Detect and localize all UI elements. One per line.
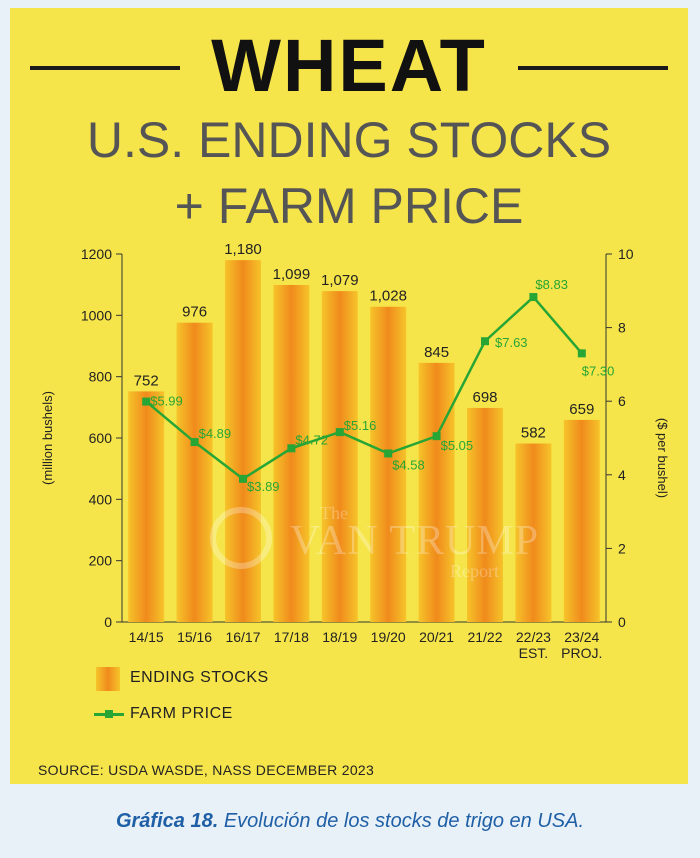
y-tick-label: 600 (89, 430, 113, 446)
bar (563, 419, 600, 622)
price-point (335, 428, 344, 437)
x-tick-label: 14/15 (129, 629, 164, 645)
chart-panel: WHEAT U.S. ENDING STOCKS + FARM PRICE 0 2… (10, 8, 688, 784)
legend-swatch-price (94, 710, 124, 718)
x-tick-label: PROJ. (561, 645, 602, 661)
bar-value-label: 752 (134, 372, 159, 389)
title-rule-right (518, 66, 668, 70)
price-value-label: $4.72 (295, 432, 328, 447)
price-point (142, 397, 151, 406)
price-value-label: $7.63 (495, 335, 528, 350)
x-tick-label: 21/22 (467, 629, 502, 645)
price-value-label: $4.58 (392, 457, 425, 472)
y-tick-label: 400 (89, 491, 113, 507)
price-point (239, 474, 247, 483)
legend-label-price: FARM PRICE (130, 705, 233, 722)
bar-value-label: 1,028 (369, 288, 407, 305)
y2-tick-label: 4 (618, 467, 626, 483)
price-line (145, 295, 583, 481)
watermark-name: VAN TRUMP (290, 518, 540, 564)
y-tick-label: 1200 (81, 246, 112, 262)
x-tick-label: 23/24 (564, 629, 599, 645)
price-point (529, 293, 538, 302)
bar (176, 322, 213, 622)
figure-caption: Gráfica 18. Evolución de los stocks de t… (0, 810, 700, 833)
x-tick-label: 22/23 (516, 629, 551, 645)
bar-value-label: 1,180 (224, 241, 262, 258)
price-value-label: $7.30 (582, 363, 615, 378)
bar (467, 407, 503, 622)
legend-swatch-stocks (96, 667, 120, 691)
bar (418, 362, 455, 622)
bar-value-label: 698 (472, 389, 497, 406)
x-tick-label: EST. (519, 645, 549, 661)
price-point (190, 438, 199, 447)
y-axis-title: (million bushels) (40, 391, 55, 485)
price-point (432, 432, 441, 441)
source-note: SOURCE: USDA WASDE, NASS DECEMBER 2023 (38, 762, 375, 778)
bar-value-label: 976 (182, 304, 207, 321)
price-value-label: $3.89 (247, 479, 280, 494)
wheat-emblem-icon (210, 507, 272, 569)
y-tick-label: 800 (89, 369, 113, 385)
x-tick-label: 20/21 (419, 629, 454, 645)
watermark-logo: The VAN TRUMP Report (210, 503, 570, 593)
price-point (577, 349, 586, 358)
price-value-label: $5.16 (344, 418, 377, 433)
bar-value-label: 845 (424, 344, 449, 361)
bar-value-label: 1,079 (321, 272, 359, 289)
price-value-label: $8.83 (535, 277, 568, 292)
chart-title: WHEAT (211, 24, 487, 107)
bar-value-label: 659 (569, 401, 594, 418)
bar-value-label: 582 (521, 425, 546, 442)
x-tick-label: 18/19 (322, 629, 357, 645)
bar (273, 284, 310, 622)
y2-tick-label: 6 (618, 393, 626, 409)
y2-axis-title: ($ per bushel) (655, 418, 670, 498)
title-rule-left (30, 66, 180, 70)
title-row: WHEAT (10, 26, 688, 106)
chart-subtitle-line1: U.S. ENDING STOCKS (86, 112, 612, 168)
y2-tick-label: 8 (618, 320, 626, 336)
y-tick-label: 1000 (81, 307, 112, 323)
x-tick-label: 17/18 (274, 629, 309, 645)
y-tick-label: 0 (104, 614, 112, 630)
caption-label: Gráfica 18. (115, 810, 219, 832)
caption-text: Evolución de los stocks de trigo en USA. (223, 810, 585, 832)
x-tick-label: 15/16 (177, 629, 212, 645)
combo-chart: 0 200 400 600 800 1000 1200 0 2 4 6 8 10 (million bus… (40, 241, 670, 661)
y2-tick-label: 0 (618, 614, 626, 630)
y-tick-label: 200 (89, 553, 113, 569)
price-value-label: $4.89 (199, 426, 232, 441)
bar (515, 443, 552, 622)
x-tick-label: 16/17 (225, 629, 260, 645)
bar (321, 291, 358, 622)
watermark-report: Report (450, 561, 499, 581)
price-point (384, 449, 393, 458)
x-tick-label: 19/20 (371, 629, 406, 645)
price-point (481, 337, 489, 346)
price-point (287, 444, 296, 453)
chart-subtitle-line2: + FARM PRICE (174, 178, 524, 234)
bar (370, 306, 407, 622)
bar (128, 391, 165, 622)
watermark-the: The (320, 503, 348, 523)
bar-value-label: 1,099 (273, 266, 311, 283)
price-value-label: $5.05 (441, 438, 474, 453)
y2-tick-label: 10 (618, 246, 634, 262)
price-value-label: $5.99 (150, 394, 183, 409)
legend-label-stocks: ENDING STOCKS (130, 669, 269, 686)
y2-tick-label: 2 (618, 540, 626, 556)
